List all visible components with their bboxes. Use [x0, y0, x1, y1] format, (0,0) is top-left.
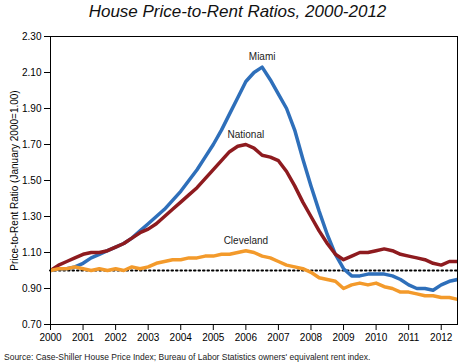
svg-text:1.70: 1.70	[22, 139, 42, 150]
html-text:Source: Case-Shiller House Pri: Source: Case-Shiller House Price Index; …	[4, 352, 371, 362]
svg-text:1.90: 1.90	[22, 103, 42, 114]
svg-text:2005: 2005	[202, 332, 225, 343]
svg-text:Cleveland: Cleveland	[224, 235, 268, 246]
svg-text:Miami: Miami	[249, 51, 276, 62]
svg-text:2006: 2006	[235, 332, 258, 343]
svg-text:2000: 2000	[39, 332, 62, 343]
svg-text:2003: 2003	[137, 332, 160, 343]
svg-text:2.10: 2.10	[22, 67, 42, 78]
svg-text:Price-to-Rent Ratio (January 2: Price-to-Rent Ratio (January 2000=1.00)	[9, 90, 20, 270]
svg-text:2010: 2010	[365, 332, 388, 343]
svg-text:0.70: 0.70	[22, 319, 42, 330]
svg-text:2009: 2009	[332, 332, 355, 343]
svg-text:2012: 2012	[430, 332, 453, 343]
svg-text:1.10: 1.10	[22, 247, 42, 258]
svg-text:2001: 2001	[72, 332, 95, 343]
svg-text:National: National	[228, 129, 265, 140]
svg-text:2007: 2007	[267, 332, 290, 343]
svg-text:1.50: 1.50	[22, 175, 42, 186]
svg-text:2011: 2011	[398, 332, 420, 343]
svg-text:2008: 2008	[300, 332, 323, 343]
html-text:House Price-to-Rent Ratios, 20: House Price-to-Rent Ratios, 2000-2012	[88, 2, 387, 21]
svg-text:2.30: 2.30	[22, 31, 42, 42]
svg-text:2002: 2002	[104, 332, 127, 343]
svg-text:0.90: 0.90	[22, 283, 42, 294]
svg-text:1.30: 1.30	[22, 211, 42, 222]
svg-text:2004: 2004	[170, 332, 193, 343]
